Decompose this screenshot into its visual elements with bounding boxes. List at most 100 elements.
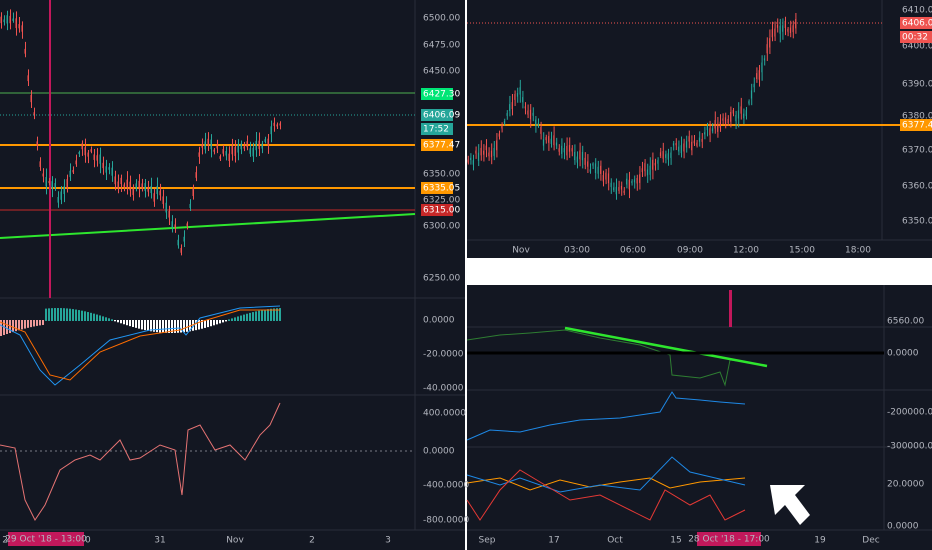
candle: [204, 141, 206, 150]
candle: [192, 188, 194, 196]
histogram-bar: [225, 320, 227, 322]
candle: [225, 151, 227, 156]
candle: [589, 169, 591, 172]
candle: [30, 94, 32, 103]
candle: [550, 138, 552, 144]
histogram-bar: [273, 308, 275, 321]
axis-label: Dec: [862, 536, 879, 546]
histogram-bar: [267, 309, 269, 321]
candle: [730, 111, 732, 122]
axis-label: 6360.00: [902, 182, 932, 192]
candle: [641, 168, 643, 173]
candle: [727, 118, 729, 124]
axis-label: 6500.00: [423, 14, 460, 24]
candle: [704, 132, 706, 135]
macd-line: [0, 305, 281, 386]
candle: [252, 147, 254, 157]
candle: [579, 150, 581, 160]
candle: [108, 167, 110, 170]
candle: [787, 28, 789, 32]
candle: [524, 106, 526, 109]
histogram-bar: [144, 320, 146, 331]
candle: [117, 181, 119, 189]
axis-label: 6350.00: [902, 217, 932, 227]
histogram-bar: [96, 314, 98, 321]
axis-label: 31: [154, 536, 165, 546]
histogram-bar: [138, 320, 140, 329]
candle: [685, 141, 687, 148]
candle: [678, 146, 680, 152]
candle: [732, 110, 734, 114]
candle: [246, 141, 248, 148]
candle: [231, 146, 233, 155]
candle: [714, 120, 716, 129]
candle: [237, 144, 239, 153]
candle: [135, 183, 137, 189]
histogram-bar: [129, 320, 131, 327]
candle: [688, 136, 690, 142]
candle: [545, 137, 547, 141]
histogram-bar: [264, 309, 266, 321]
candle: [665, 154, 667, 158]
orange-line: [466, 477, 746, 491]
axis-label: -200000.0000: [887, 408, 932, 418]
candle: [216, 144, 218, 149]
histogram-bar: [48, 308, 50, 321]
candle: [646, 169, 648, 176]
histogram-bar: [21, 320, 23, 330]
price-tag: 6335.05: [423, 184, 460, 194]
axis-label: 6300.00: [423, 222, 460, 232]
axis-label: 29 Oct '18 - 13:00: [5, 535, 87, 545]
candle: [602, 175, 604, 182]
oscillator-line: [0, 402, 281, 521]
price-tag-bg: [900, 17, 932, 29]
histogram-bar: [60, 308, 62, 321]
histogram-bar: [51, 308, 53, 321]
histogram-bar: [237, 316, 239, 321]
histogram-bar: [27, 320, 29, 328]
candle: [784, 20, 786, 29]
axis-label: 6560.00: [887, 317, 924, 327]
candle: [605, 172, 607, 180]
candle: [501, 125, 503, 129]
histogram-bar: [111, 319, 113, 321]
price-tag: 6377.47: [902, 121, 932, 131]
histogram-bar: [78, 310, 80, 321]
histogram-bar: [246, 313, 248, 321]
candle: [96, 155, 98, 161]
histogram-bar: [180, 320, 182, 333]
candle: [129, 181, 131, 191]
candle: [186, 223, 188, 226]
left-candles: [0, 9, 281, 256]
candle: [719, 121, 721, 128]
axis-label: -400.0000: [423, 481, 469, 491]
candle: [558, 148, 560, 152]
axis-label: 18:00: [845, 246, 871, 256]
axis-label: 6250.00: [423, 274, 460, 284]
histogram-bar: [219, 320, 221, 324]
price-tag-bg: [421, 204, 453, 216]
candle: [537, 123, 539, 127]
left-panel: [0, 0, 465, 550]
candle: [693, 140, 695, 144]
pane-separators: [0, 0, 932, 531]
candle: [249, 148, 251, 154]
candle: [581, 151, 583, 161]
candle: [150, 186, 152, 194]
candle: [165, 202, 167, 213]
histogram-bar: [207, 320, 209, 328]
histogram-bar: [240, 315, 242, 321]
candle: [270, 126, 272, 135]
histogram-bar: [114, 320, 116, 322]
candle: [782, 25, 784, 32]
candle: [792, 25, 794, 33]
candle: [48, 180, 50, 184]
axis-label: 03:00: [564, 246, 590, 256]
candle: [576, 156, 578, 163]
histogram-bar: [186, 320, 188, 332]
candle: [542, 139, 544, 146]
histogram-bar: [276, 308, 278, 321]
candle: [597, 166, 599, 174]
candle: [779, 25, 781, 34]
axis-label: -20.0000: [423, 350, 464, 360]
